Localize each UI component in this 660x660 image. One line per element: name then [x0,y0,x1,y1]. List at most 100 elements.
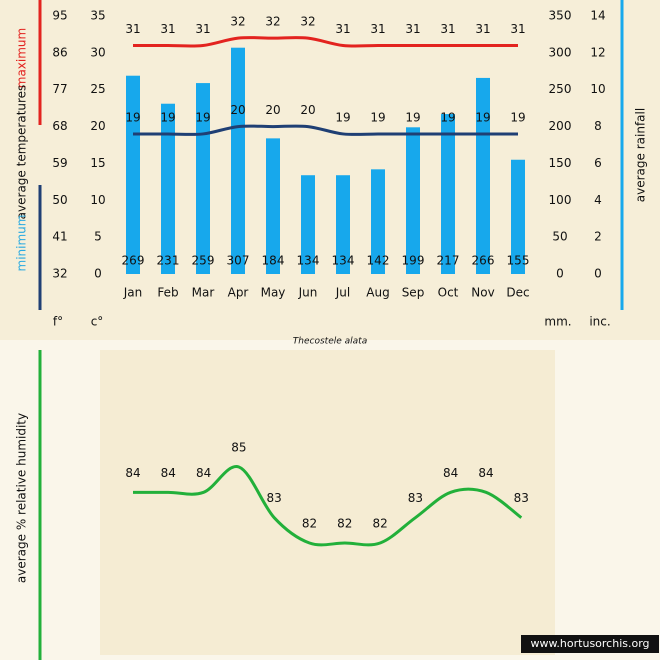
tick-label: 0 [594,267,602,281]
line-value-label: 32 [300,15,315,29]
bar-value-label: 217 [437,254,460,268]
tick-label: 150 [549,156,572,170]
x-tick-label: Apr [228,286,249,300]
line-value-label: 83 [267,491,282,505]
humidity-label: average % relative humidity [15,413,29,583]
bar [441,114,455,274]
y-label: average temperatures [15,85,29,220]
line-value-label: 20 [300,103,315,117]
bar-value-label: 259 [192,254,215,268]
tick-label: 30 [90,45,105,59]
line-value-label: 31 [440,22,455,36]
line-value-label: 20 [230,103,245,117]
tick-label: 0 [94,267,102,281]
bar [126,75,140,274]
tick-label: 25 [90,82,105,96]
line-value-label: 84 [161,466,176,480]
x-tick-label: Aug [366,286,389,300]
bar-value-label: 134 [297,254,320,268]
tick-label: 50 [552,230,567,244]
line-value-label: 31 [160,22,175,36]
tick-label: 200 [549,119,572,133]
bar [476,77,490,274]
tick-label: 68 [52,119,67,133]
bar [196,83,210,274]
tick-label: 59 [52,156,67,170]
line-value-label: 85 [231,441,246,455]
x-tick-label: Oct [438,286,459,300]
bar [371,169,385,274]
y2-label: average rainfall [634,108,648,202]
tick-label: 10 [590,82,605,96]
tick-label: 77 [52,82,67,96]
line-value-label: 84 [443,466,458,480]
tick-label: 300 [549,45,572,59]
credit-box [521,635,659,653]
line-value-label: 83 [408,491,423,505]
line-value-label: 31 [335,22,350,36]
bar-value-label: 266 [472,254,495,268]
x-tick-label: Jun [298,286,318,300]
bar [301,175,315,274]
line-value-label: 19 [195,110,210,124]
bar-value-label: 199 [402,254,425,268]
bar [161,103,175,274]
line-value-label: 32 [230,15,245,29]
tick-label: 20 [90,119,105,133]
line-value-label: 20 [265,103,280,117]
line-value-label: 32 [265,15,280,29]
line-value-label: 31 [405,22,420,36]
top-background [0,0,660,340]
line-value-label: 19 [440,110,455,124]
bar [336,175,350,274]
c-unit: c° [91,315,104,329]
line [132,124,518,136]
line [133,465,523,547]
line-value-label: 82 [372,517,387,531]
line-value-label: 31 [370,22,385,36]
bar [406,127,420,275]
tick-label: 250 [549,82,572,96]
x-tick-label: Dec [506,286,529,300]
tick-label: 41 [52,230,67,244]
bar-value-label: 184 [262,254,285,268]
tick-label: 0 [556,267,564,281]
line-value-label: 84 [125,466,140,480]
credit: www.hortusorchis.org [530,637,649,650]
line-value-label: 19 [510,110,525,124]
f-unit: f° [53,315,63,329]
tick-label: 4 [594,193,602,207]
tick-label: 12 [590,45,605,59]
line-value-label: 84 [478,466,493,480]
line-value-label: 31 [125,22,140,36]
x-tick-label: Sep [402,286,425,300]
line-value-label: 31 [510,22,525,36]
tick-label: 95 [52,9,67,23]
bar [231,47,245,274]
x-tick-label: Mar [192,286,215,300]
line-value-label: 19 [405,110,420,124]
inch-unit: inc. [589,315,610,329]
tick-label: 50 [52,193,67,207]
tick-label: 100 [549,193,572,207]
x-tick-label: Jan [123,286,143,300]
tick-label: 14 [590,9,605,23]
line [133,36,518,48]
line-value-label: 31 [475,22,490,36]
tick-label: 350 [549,9,572,23]
max-label: maximum [15,28,29,88]
line-value-label: 82 [302,517,317,531]
bar-value-label: 155 [507,254,530,268]
tick-label: 10 [90,193,105,207]
chart-title: Thecostele alata [293,337,367,347]
min-label: minimum [15,215,29,272]
mm-unit: mm. [544,315,571,329]
tick-label: 35 [90,9,105,23]
line-value-label: 19 [125,110,140,124]
line-value-label: 19 [160,110,175,124]
x-tick-label: Nov [471,286,494,300]
x-tick-label: Jul [335,286,350,300]
bottom-background [100,350,555,655]
